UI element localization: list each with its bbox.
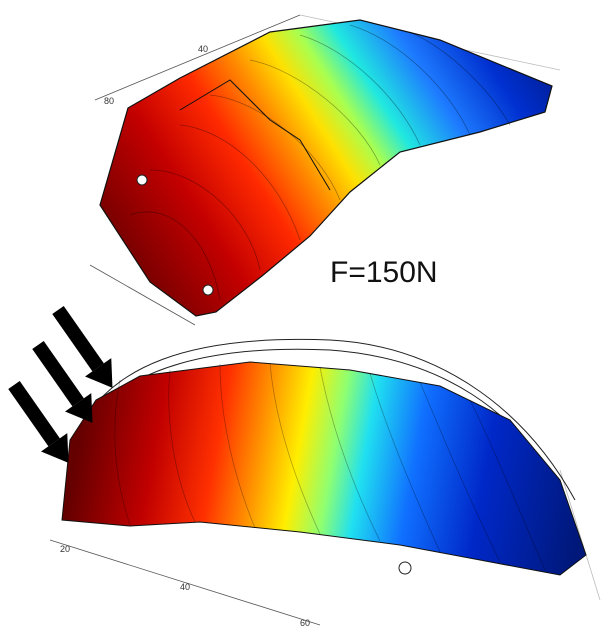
marker [399,562,411,574]
tick-label: 60 [300,618,310,628]
tick-label: 80 [104,96,114,106]
marker [137,175,147,185]
force-label: F=150N [330,256,438,289]
tick-label: 40 [180,582,190,592]
tick-label: 40 [198,44,208,54]
top-surface [100,20,552,316]
figure: 80 40 F=150N 20 40 60 [0,0,609,639]
marker [203,285,213,295]
bottom-surface [62,362,586,575]
tick-label: 20 [60,544,70,554]
